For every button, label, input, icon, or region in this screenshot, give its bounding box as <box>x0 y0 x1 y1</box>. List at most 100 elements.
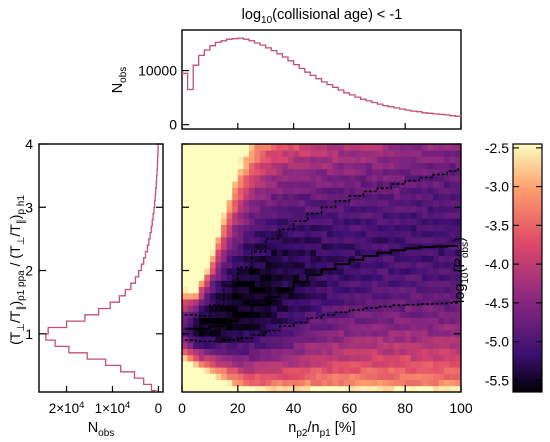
heatmap-cell <box>271 199 278 207</box>
heatmap-cell <box>221 280 228 287</box>
heatmap-cell <box>366 150 373 157</box>
heatmap-cell <box>421 199 428 207</box>
heatmap-cell <box>360 199 367 207</box>
heatmap-cell <box>243 243 250 250</box>
heatmap-cell <box>288 224 294 232</box>
heatmap-cell <box>254 317 261 325</box>
heatmap-cell <box>354 361 361 368</box>
heatmap-cell <box>433 292 440 300</box>
heatmap-cell <box>354 336 361 343</box>
heatmap-cell <box>204 150 211 157</box>
heatmap-cell <box>377 230 384 238</box>
heatmap-cell <box>388 373 395 380</box>
heatmap-cell <box>215 243 222 250</box>
heatmap-cell <box>293 144 300 151</box>
heatmap-cell <box>366 206 373 213</box>
heatmap-cell <box>243 330 250 337</box>
heatmap-cell <box>354 261 361 269</box>
heatmap-cell <box>338 336 345 343</box>
heatmap-cell <box>371 150 378 157</box>
heatmap-cell <box>260 299 267 306</box>
heatmap-cell <box>248 286 255 294</box>
heatmap-cell <box>354 367 361 374</box>
heatmap-cell <box>282 255 289 263</box>
heatmap-cell <box>455 354 462 362</box>
heatmap-cell <box>455 199 462 207</box>
heatmap-cell <box>198 243 205 250</box>
heatmap-cell <box>248 206 255 213</box>
heatmap-cell <box>193 354 200 362</box>
heatmap-cell <box>332 162 339 170</box>
heatmap-cell <box>276 305 283 312</box>
heatmap-cell <box>332 385 339 393</box>
heatmap-cell <box>405 367 412 374</box>
heatmap-cell <box>338 249 345 256</box>
heatmap-cell <box>271 379 278 387</box>
heatmap-cell <box>410 361 417 368</box>
heatmap-cell <box>260 373 267 380</box>
heatmap-cell <box>204 373 211 380</box>
heatmap-cell <box>449 317 456 325</box>
heatmap-cell <box>416 323 423 331</box>
heatmap-cell <box>410 162 417 170</box>
heatmap-cell <box>438 156 445 163</box>
heatmap-cell <box>187 150 194 157</box>
heatmap-cell <box>394 168 401 176</box>
heatmap-cell <box>449 342 456 349</box>
heatmap-cell <box>366 311 373 318</box>
heatmap-cell <box>338 268 345 275</box>
heatmap-cell <box>310 342 317 349</box>
heatmap-cell <box>399 199 406 207</box>
heatmap-cell <box>332 299 339 306</box>
heatmap-cell <box>243 274 250 281</box>
heatmap-cell <box>321 199 328 207</box>
heatmap-cell <box>349 385 356 393</box>
heatmap-cell <box>444 336 451 343</box>
heatmap-cell <box>332 212 339 219</box>
heatmap-cell <box>254 336 261 343</box>
heatmap-cell <box>421 150 428 157</box>
heatmap-cell <box>349 175 356 182</box>
heatmap-cell <box>248 379 255 387</box>
heatmap-cell <box>243 249 250 256</box>
heatmap-cell <box>438 187 445 194</box>
heatmap-cell <box>455 206 462 213</box>
heatmap-cell <box>438 224 445 232</box>
heatmap-cell <box>399 354 406 362</box>
heatmap-cell <box>299 348 306 356</box>
heatmap-cell <box>427 255 434 263</box>
heatmap-cell <box>215 292 222 300</box>
heatmap-cell <box>209 348 216 356</box>
heatmap-cell <box>371 249 378 256</box>
heatmap-cell <box>327 292 334 300</box>
heatmap-cell <box>260 367 267 374</box>
heatmap-cell <box>293 255 300 263</box>
heatmap-cell <box>226 249 233 256</box>
heatmap-cell <box>360 162 367 170</box>
heatmap-cell <box>332 348 339 356</box>
heatmap-cell <box>204 168 211 176</box>
heatmap-cell <box>382 168 389 176</box>
heatmap-cell <box>416 144 423 151</box>
heatmap-cell <box>288 206 294 213</box>
heatmap-cell <box>360 361 367 368</box>
heatmap-cell <box>193 206 200 213</box>
heatmap-cell <box>293 385 300 393</box>
heatmap-cell <box>405 379 412 387</box>
heatmap-cell <box>315 193 322 201</box>
heatmap-cell <box>449 144 456 151</box>
heatmap-cell <box>187 373 194 380</box>
heatmap-cell <box>198 187 205 194</box>
heatmap-cell <box>182 361 188 368</box>
heatmap-cell <box>371 361 378 368</box>
heatmap-cell <box>366 168 373 176</box>
heatmap-cell <box>215 199 222 207</box>
heatmap-cell <box>449 361 456 368</box>
heatmap-cell <box>226 218 233 225</box>
heatmap-cell <box>310 224 317 232</box>
heatmap-cell <box>226 342 233 349</box>
heatmap-cell <box>394 299 401 306</box>
heatmap-cell <box>232 367 239 374</box>
